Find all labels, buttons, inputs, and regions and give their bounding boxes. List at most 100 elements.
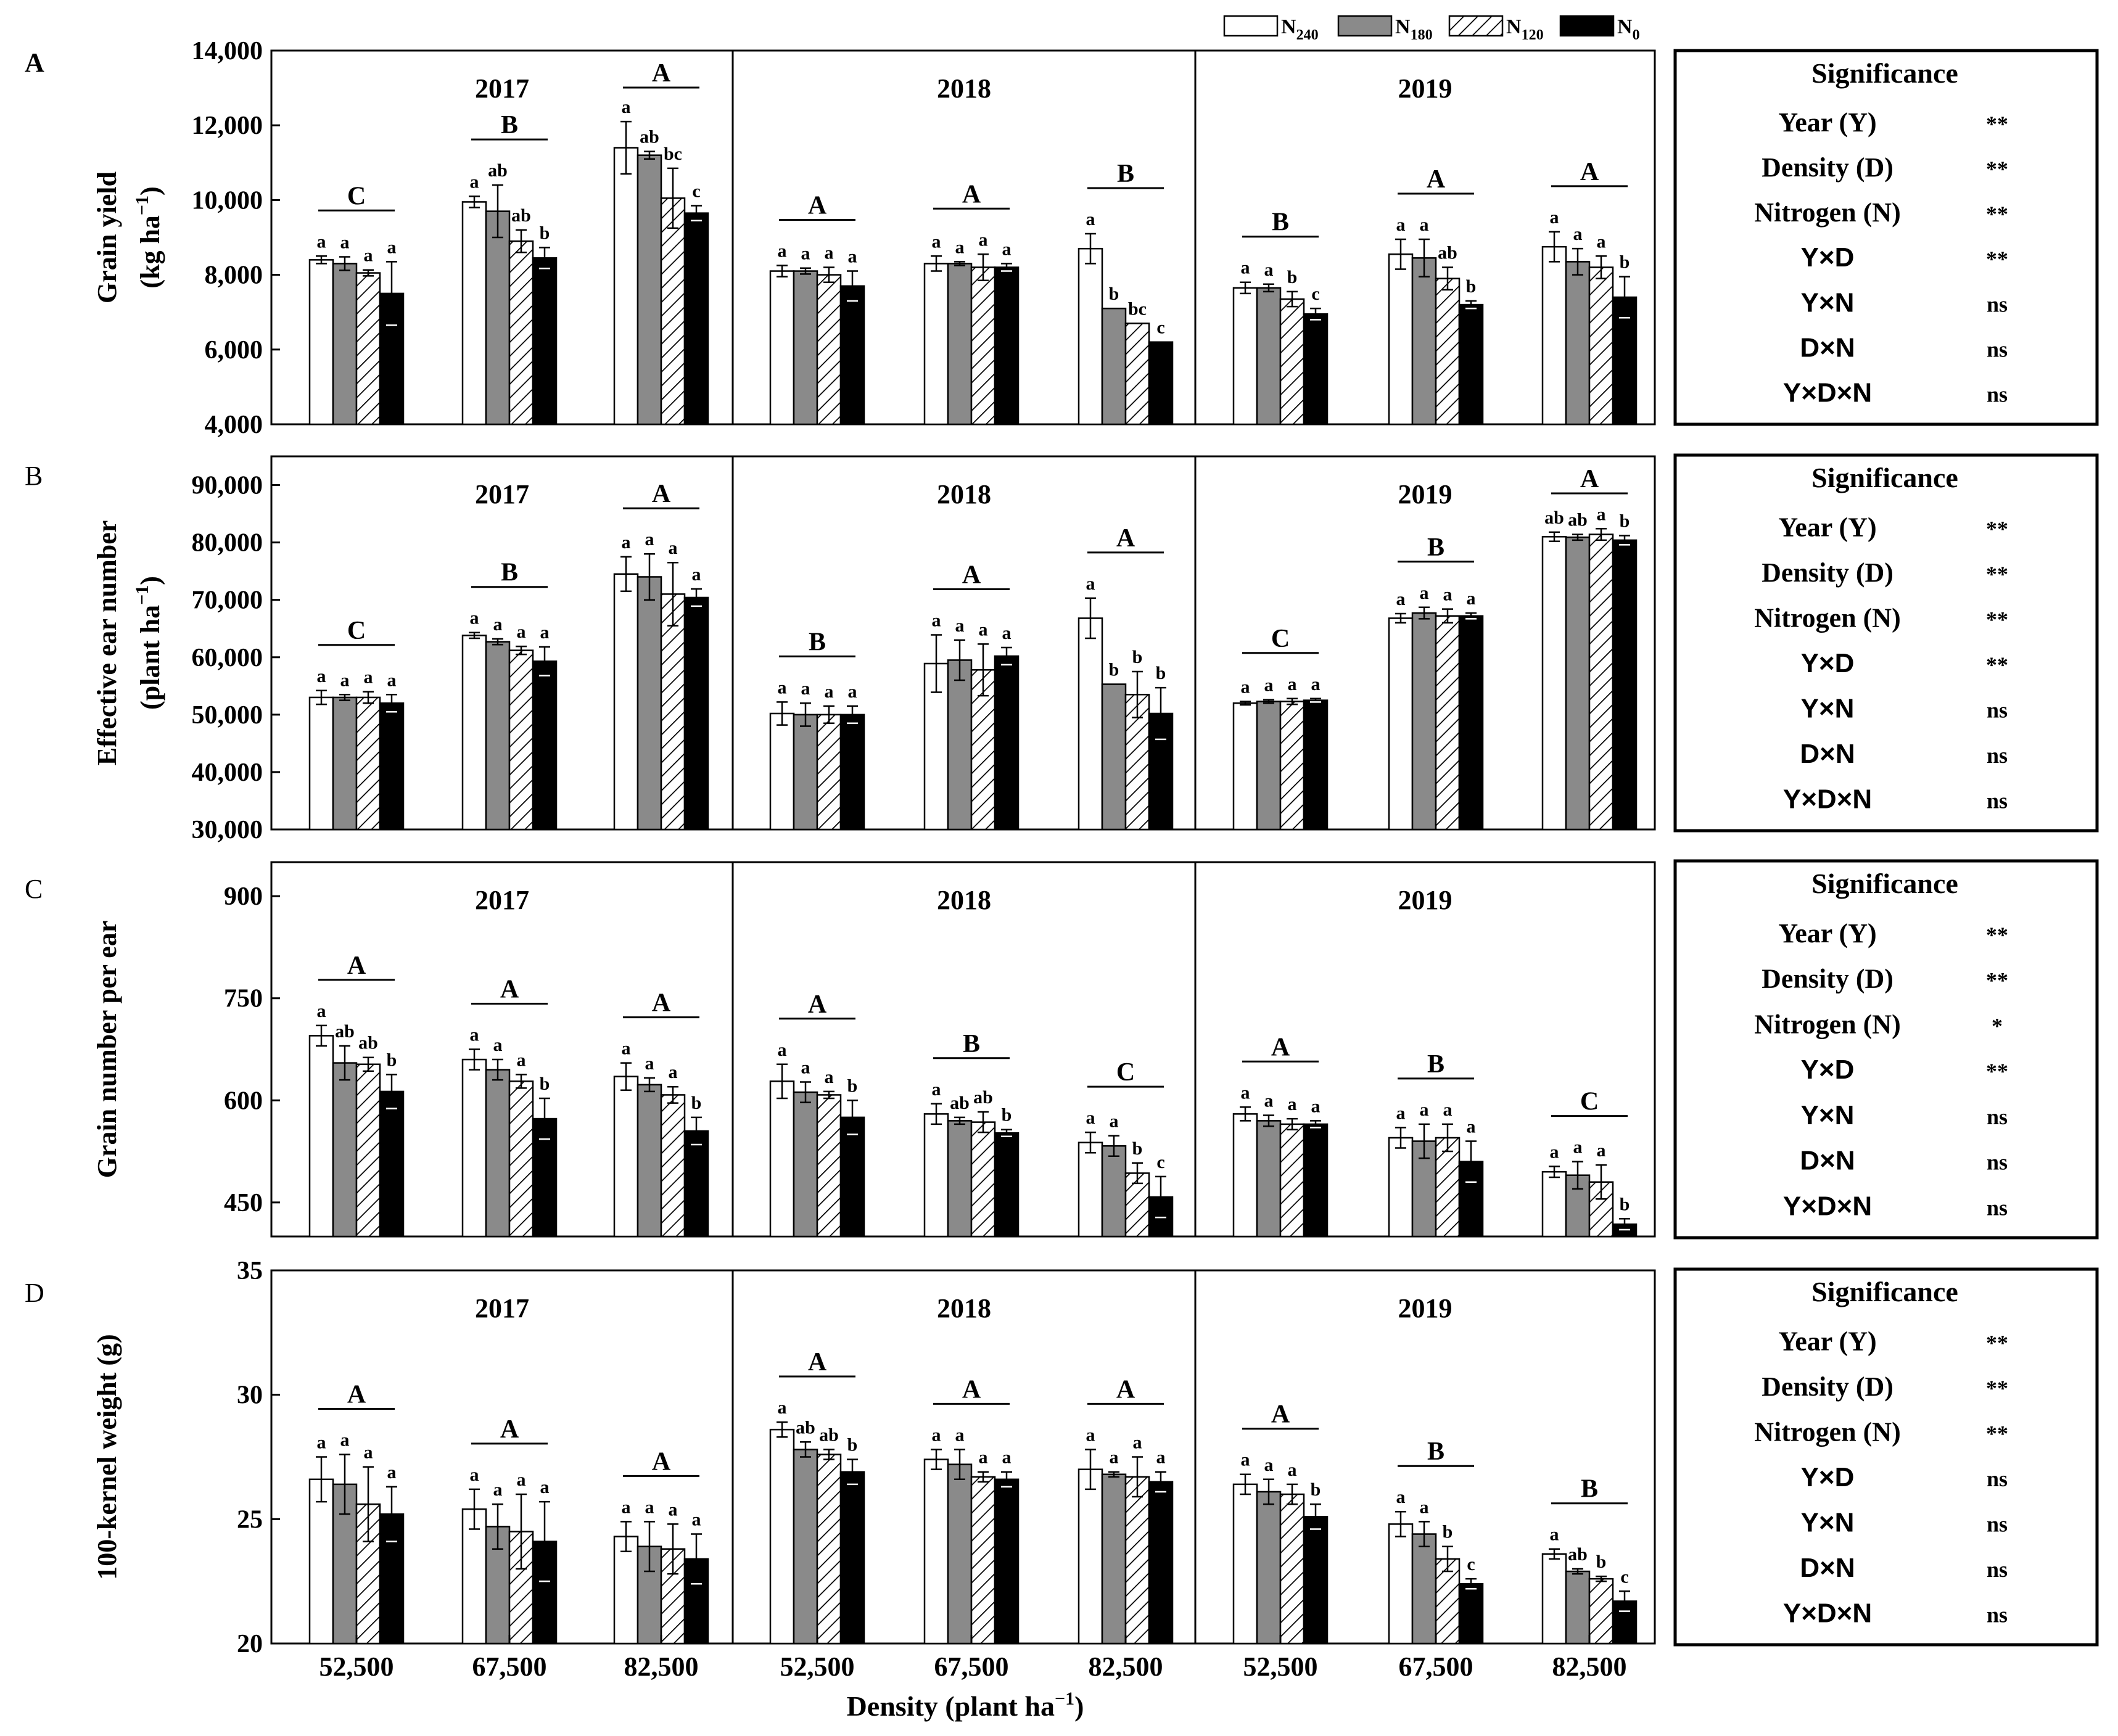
significance-letter: a	[1420, 1497, 1429, 1517]
significance-letter: a	[517, 622, 526, 642]
significance-letter: a	[1264, 1091, 1274, 1111]
bar-N180	[1411, 612, 1437, 831]
bar-N180	[637, 1084, 662, 1238]
group-letter: B	[1272, 208, 1289, 237]
significance-letter: b	[1109, 660, 1119, 680]
significance-letter: a	[493, 1035, 503, 1055]
year-title-2019: 2019	[1398, 1293, 1453, 1323]
bar-N240	[1078, 617, 1103, 831]
bar-N240	[461, 1058, 487, 1238]
x-tick-label: 82,500	[1089, 1652, 1163, 1682]
significance-term: Y×D	[1801, 242, 1855, 273]
bar-N120	[816, 1454, 842, 1645]
x-tick-label: 67,500	[934, 1652, 1009, 1682]
significance-value: ns	[1987, 337, 2008, 361]
significance-title: Significance	[1811, 57, 1958, 89]
significance-letter: a	[317, 1433, 326, 1453]
significance-value: **	[1986, 247, 2008, 271]
significance-frame	[1673, 49, 2099, 426]
bar-N0	[994, 1478, 1020, 1645]
significance-letter: a	[1264, 1455, 1274, 1475]
bar-N240	[769, 1080, 795, 1238]
significance-letter: a	[692, 564, 701, 585]
group-letter: A	[962, 180, 981, 208]
group-letter: A	[347, 1380, 366, 1409]
significance-value: **	[1986, 202, 2008, 226]
significance-value: **	[1986, 1059, 2008, 1084]
significance-letter: a	[340, 670, 350, 690]
significance-letter: ab	[796, 1417, 815, 1438]
year-title-2019: 2019	[1398, 885, 1453, 915]
x-tick-label: 52,500	[1243, 1652, 1318, 1682]
significance-term: Nitrogen (N)	[1754, 197, 1900, 228]
significance-letter: a	[1573, 1137, 1583, 1158]
y-tick-label: 35	[237, 1257, 263, 1285]
significance-term: Y×D×N	[1783, 784, 1872, 814]
significance-letter: a	[932, 610, 941, 630]
group-letter: A	[1271, 1401, 1290, 1429]
significance-letter: a	[932, 1079, 941, 1100]
significance-letter: a	[825, 242, 834, 263]
group-letter: C	[1580, 1088, 1599, 1116]
significance-letter: a	[1002, 1447, 1012, 1468]
legend-swatch	[1337, 15, 1393, 37]
x-axis: 52,500 67,500 82,500 52,500 67,500 82,500 52,5…	[319, 1635, 1627, 1722]
significance-letter: a	[517, 1470, 526, 1490]
significance-letter: a	[470, 1465, 479, 1485]
bar-N180	[332, 263, 358, 426]
y-axis-label: Grain yield	[92, 171, 122, 303]
significance-letter: a	[1156, 1447, 1166, 1468]
bar-N120	[660, 593, 686, 831]
significance-letter: a	[1002, 239, 1012, 259]
significance-letter: b	[1596, 1552, 1607, 1572]
significance-letter: a	[470, 1025, 479, 1045]
significance-value: ns	[1987, 382, 2008, 406]
bar-N240	[1541, 1553, 1567, 1645]
significance-value: ns	[1987, 1512, 2008, 1536]
bar-N120	[816, 274, 842, 426]
significance-term: D×N	[1800, 1553, 1855, 1583]
group-letter: A	[347, 952, 366, 980]
bar-N240	[1388, 1137, 1414, 1238]
bar-N120	[1279, 1123, 1305, 1238]
bar-N120	[1435, 278, 1461, 426]
bar-group: a a abC	[1541, 1088, 1638, 1238]
significance-letter: b	[1620, 252, 1630, 273]
significance-value: **	[1986, 652, 2008, 677]
bar-N180	[1101, 683, 1127, 831]
significance-value: **	[1986, 562, 2008, 586]
significance-letter: a	[1396, 589, 1406, 609]
y-tick-label: 14,000	[192, 37, 263, 65]
year-title-2018: 2018	[937, 479, 991, 509]
significance-letter: a	[825, 681, 834, 702]
significance-letter: a	[645, 1053, 654, 1074]
bar-N180	[1101, 1473, 1127, 1645]
significance-letter: a	[1467, 588, 1476, 609]
significance-value: ns	[1987, 1150, 2008, 1175]
legend-label-main: N	[1281, 15, 1296, 38]
bar-N240	[308, 696, 334, 831]
bar-N0	[1148, 341, 1174, 426]
year-title-2018: 2018	[937, 1293, 991, 1323]
y-axis-unit-close: )	[135, 576, 165, 585]
bar-N180	[1256, 1491, 1282, 1645]
bar-N240	[613, 1076, 639, 1238]
significance-value: **	[1986, 1330, 2008, 1355]
bar-N0	[532, 660, 558, 831]
significance-letter: ab	[950, 1093, 970, 1113]
significance-term: Year (Y)	[1778, 918, 1876, 948]
significance-letter: a	[1420, 583, 1429, 603]
bar-N120	[970, 266, 996, 426]
significance-letter: c	[1156, 1152, 1164, 1172]
bar-N120	[1124, 1476, 1150, 1645]
y-tick-label: 600	[224, 1087, 263, 1115]
significance-letter: b	[847, 1435, 858, 1455]
significance-letter: a	[825, 1067, 834, 1087]
